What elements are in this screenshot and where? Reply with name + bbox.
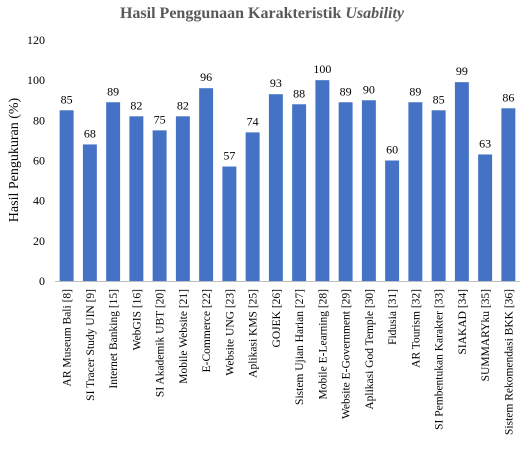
- x-tick-label: SI Pembentukan Karakter [33]: [434, 289, 446, 430]
- x-tick-label: Website UNG [23]: [224, 289, 236, 376]
- x-tick-label: E-Commerce [22]: [201, 289, 213, 372]
- y-axis-ticks: 0 20 40 60 80 100 120: [27, 33, 45, 288]
- y-tick-label: 120: [27, 33, 45, 47]
- bar: [315, 80, 330, 282]
- x-tick-label: Sistem Rekomendasi BKK [36]: [503, 289, 515, 435]
- x-tick-label: Website E-Government [29]: [341, 289, 353, 419]
- bar: [361, 100, 376, 281]
- data-label: 82: [130, 98, 142, 112]
- x-tick-label: Aplikasi God Temple [30]: [364, 289, 376, 410]
- bar: [454, 82, 469, 281]
- bar: [478, 154, 493, 281]
- x-tick-label: Sistem Ujian Harian [27]: [294, 289, 306, 405]
- x-tick-label: Fidusia [31]: [387, 289, 399, 345]
- bar: [385, 160, 400, 281]
- data-label: 85: [61, 92, 73, 106]
- data-label: 89: [107, 84, 119, 98]
- bar: [431, 110, 446, 282]
- x-tick-label: SI Tracer Study UIN [9]: [85, 289, 97, 401]
- bar: [129, 116, 144, 281]
- bar: [152, 130, 167, 281]
- bar: [222, 166, 237, 281]
- bar: [59, 110, 74, 282]
- bar: [501, 108, 516, 282]
- data-label: 82: [177, 98, 189, 112]
- bar: [199, 88, 214, 281]
- x-tick-label: Internet Banking [15]: [108, 289, 120, 389]
- x-tick-label: SUMMARYku [35]: [480, 289, 492, 381]
- data-label: 100: [313, 62, 331, 76]
- data-label: 93: [270, 76, 282, 90]
- y-tick-label: 0: [39, 274, 45, 288]
- x-tick-label: Mobile E-Learning [28]: [317, 289, 329, 400]
- data-label: 63: [479, 136, 491, 150]
- bar: [106, 102, 121, 281]
- x-tick-label: Aplikasi KMS [25]: [248, 289, 260, 378]
- x-tick-label: GOJEK [26]: [271, 289, 283, 347]
- bar: [268, 94, 283, 281]
- bars-group: [59, 80, 516, 282]
- chart-title-italic: Usability: [345, 5, 405, 22]
- bar: [175, 116, 190, 281]
- y-axis-label: Hasil Pengukuran (%): [7, 97, 22, 222]
- y-tick-label: 40: [33, 194, 45, 208]
- data-label: 85: [433, 92, 445, 106]
- data-label: 99: [456, 64, 468, 78]
- data-label: 68: [84, 126, 96, 140]
- data-label: 86: [502, 90, 514, 104]
- bar: [408, 102, 423, 281]
- x-tick-label: Mobile Website [21]: [178, 289, 190, 384]
- bar: [245, 132, 260, 281]
- x-tick-label: SI Akademik UBT [20]: [155, 289, 167, 397]
- chart-title-main: Hasil Penggunaan Karakteristik: [120, 5, 341, 22]
- x-tick-label: WebGIS [16]: [131, 289, 143, 350]
- data-labels-group: 85 68 89 82 75 82 96 57 74 93 88 100 89 90 60 89 85 99 63 8…: [61, 62, 515, 162]
- data-label: 60: [386, 143, 398, 157]
- data-label: 75: [154, 112, 166, 126]
- bar: [338, 102, 353, 281]
- x-tick-label: SIAKAD [34]: [457, 289, 469, 354]
- data-label: 89: [340, 84, 352, 98]
- x-tick-label: AR Tourism [32]: [410, 289, 422, 368]
- x-axis-labels: AR Museum Bali [8] SI Tracer Study UIN [9…: [62, 289, 516, 435]
- data-label: 57: [223, 149, 235, 163]
- bar: [82, 144, 97, 281]
- y-tick-label: 80: [33, 113, 45, 127]
- bar: [292, 104, 307, 282]
- data-label: 74: [247, 114, 259, 128]
- data-label: 89: [409, 84, 421, 98]
- chart-title: Hasil Penggunaan Karakteristik Usability: [120, 5, 405, 22]
- data-label: 90: [363, 82, 375, 96]
- x-tick-label: AR Museum Bali [8]: [62, 289, 74, 386]
- y-tick-label: 100: [27, 73, 45, 87]
- data-label: 96: [200, 70, 212, 84]
- y-tick-label: 60: [33, 154, 45, 168]
- y-tick-label: 20: [33, 234, 45, 248]
- data-label: 88: [293, 86, 305, 100]
